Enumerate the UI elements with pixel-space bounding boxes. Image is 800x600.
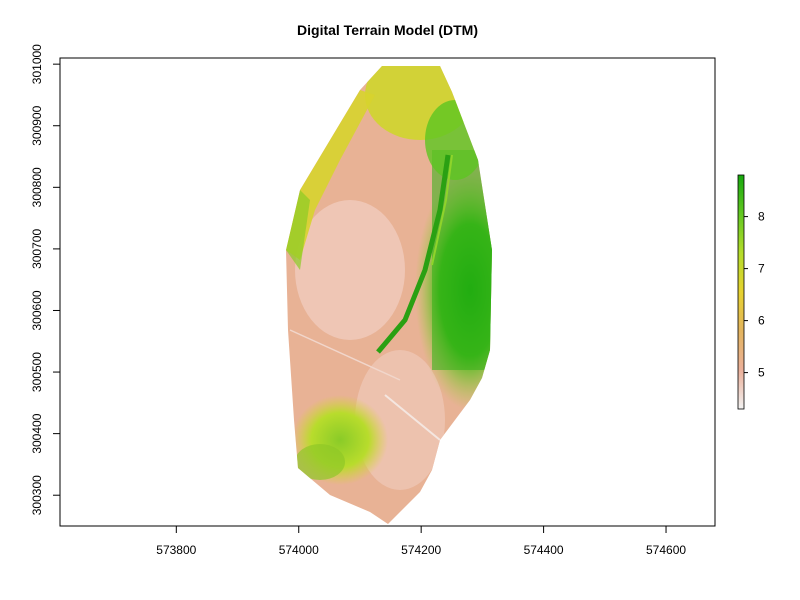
y-axis: 300300 300400 300500 300600 300700 300800 3009… (30, 44, 60, 515)
x-tick-label: 574200 (401, 543, 441, 557)
y-tick-label: 300300 (30, 475, 44, 515)
y-tick-label: 301000 (30, 44, 44, 84)
terrain-raster (286, 66, 492, 524)
x-tick-label: 574400 (524, 543, 564, 557)
x-tick-label: 573800 (156, 543, 196, 557)
y-tick-label: 300700 (30, 229, 44, 269)
colorbar-legend: 5 6 7 8 (737, 174, 765, 410)
y-tick-label: 300800 (30, 167, 44, 207)
colorbar (737, 174, 745, 410)
y-tick-label: 300900 (30, 105, 44, 145)
y-tick-label: 300600 (30, 290, 44, 330)
chart-title: Digital Terrain Model (DTM) (297, 22, 478, 38)
legend-tick-label: 8 (758, 210, 765, 224)
x-tick-label: 574000 (279, 543, 319, 557)
y-tick-label: 300500 (30, 352, 44, 392)
legend-tick-label: 6 (758, 314, 765, 328)
y-tick-label: 300400 (30, 413, 44, 453)
legend-tick-label: 5 (758, 366, 765, 380)
x-tick-label: 574600 (646, 543, 686, 557)
x-axis: 573800 574000 574200 574400 574600 (156, 526, 686, 557)
legend-tick-label: 7 (758, 262, 765, 276)
plot-frame (59, 57, 716, 527)
